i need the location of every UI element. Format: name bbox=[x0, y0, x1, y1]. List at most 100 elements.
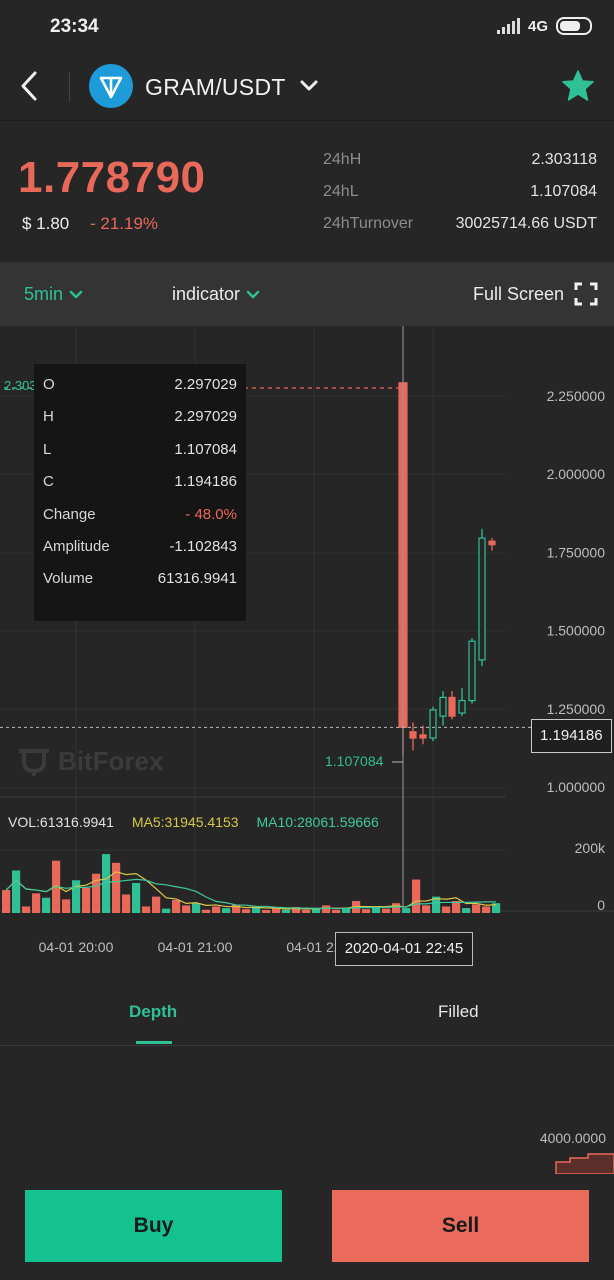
star-icon[interactable] bbox=[560, 68, 596, 104]
fullscreen-button[interactable]: Full Screen bbox=[473, 282, 598, 306]
indicator-select[interactable]: indicator bbox=[172, 284, 260, 305]
last-price: 1.778790 bbox=[18, 153, 206, 202]
status-bar: 23:34 4G bbox=[0, 0, 614, 54]
ticker-stats: 24hH 2.303118 24hL 1.107084 24hTurnover … bbox=[323, 151, 597, 247]
fullscreen-icon bbox=[574, 282, 598, 306]
volume-bar bbox=[422, 905, 431, 913]
price-tick-label: 1.750000 bbox=[547, 544, 606, 560]
volume-bar bbox=[2, 890, 11, 913]
usd-price: $ 1.80 bbox=[22, 214, 70, 233]
tooltip-value: 1.107084 bbox=[174, 440, 237, 458]
chevron-down-icon[interactable] bbox=[298, 76, 320, 96]
tab-filled[interactable]: Filled bbox=[438, 1002, 479, 1021]
chevron-down-icon bbox=[246, 290, 260, 298]
volume-bar bbox=[12, 870, 21, 913]
coin-logo bbox=[89, 64, 133, 108]
volume-bar bbox=[282, 909, 291, 913]
tooltip-value: 1.194186 bbox=[174, 473, 237, 491]
volume-bar bbox=[202, 909, 211, 913]
tooltip-label: Change bbox=[43, 505, 96, 523]
volume-bar bbox=[22, 906, 31, 913]
volume-bar bbox=[292, 907, 301, 913]
volume-bar bbox=[132, 883, 141, 913]
back-icon[interactable] bbox=[16, 68, 46, 104]
ma5-value: MA5:31945.4153 bbox=[131, 814, 239, 830]
stat-label: 24hTurnover bbox=[323, 215, 414, 232]
low-marker-label: 1.107084 bbox=[325, 753, 384, 769]
tooltip-value: - 48.0% bbox=[185, 505, 237, 523]
volume-bar bbox=[312, 908, 321, 913]
tooltip-row-open: O 2.297029 bbox=[43, 376, 237, 408]
price-tick-label: 2.000000 bbox=[547, 466, 606, 482]
volume-tick-label: 0 bbox=[597, 897, 605, 913]
ma10-value: MA10:28061.59666 bbox=[256, 814, 379, 830]
volume-bar bbox=[342, 907, 351, 913]
stat-row-turnover: 24hTurnover 30025714.66 USDT bbox=[323, 215, 597, 247]
crosshair-price-label: 1.194186 bbox=[531, 719, 612, 753]
volume-bar bbox=[262, 910, 271, 913]
tooltip-label: O bbox=[43, 376, 55, 393]
fullscreen-label: Full Screen bbox=[472, 283, 564, 304]
price-tick-label: 1.000000 bbox=[547, 779, 606, 795]
volume-bar bbox=[302, 910, 311, 913]
volume-bar bbox=[192, 903, 201, 913]
signal-icon bbox=[496, 18, 520, 34]
volume-bar bbox=[492, 903, 501, 913]
tooltip-label: C bbox=[43, 473, 54, 491]
sell-button[interactable]: Sell bbox=[332, 1190, 589, 1262]
tooltip-row-high: H 2.297029 bbox=[43, 408, 237, 440]
header: GRAM/USDT bbox=[0, 54, 614, 120]
tab-depth[interactable]: Depth bbox=[129, 1002, 178, 1021]
volume-bar bbox=[362, 909, 371, 913]
tooltip-label: Amplitude bbox=[43, 537, 110, 555]
buy-button[interactable]: Buy bbox=[25, 1190, 282, 1262]
volume-bar bbox=[242, 909, 251, 913]
volume-bar bbox=[42, 897, 51, 913]
ma5-line bbox=[5, 871, 497, 910]
pair-title[interactable]: GRAM/USDT bbox=[145, 74, 286, 100]
network-label: 4G bbox=[527, 17, 548, 35]
ton-icon bbox=[99, 76, 123, 99]
tooltip-value: 2.297029 bbox=[174, 376, 237, 393]
time-tick-label: 04-01 22 bbox=[286, 939, 341, 955]
volume-value: VOL:61316.9941 bbox=[8, 814, 114, 830]
candle-body bbox=[448, 696, 456, 717]
ohlc-tooltip: O 2.297029 H 2.297029 L 1.107084 C 1.194186 … bbox=[34, 364, 246, 621]
time-tick-label: 04-01 21:00 bbox=[158, 939, 233, 955]
stat-label: 24hL bbox=[323, 183, 359, 200]
volume-bar bbox=[112, 862, 121, 913]
status-icons: 4G bbox=[496, 17, 592, 35]
volume-bar bbox=[212, 906, 221, 913]
candle-body bbox=[458, 699, 466, 714]
candle-body bbox=[409, 731, 417, 739]
stat-row-high: 24hH 2.303118 bbox=[323, 151, 597, 183]
stat-value: 2.303118 bbox=[531, 151, 597, 168]
tooltip-value: 2.297029 bbox=[174, 408, 237, 426]
tab-active-indicator bbox=[136, 1041, 172, 1044]
watermark: BitForex bbox=[16, 746, 163, 777]
watermark-text: BitForex bbox=[58, 746, 164, 776]
volume-bar bbox=[412, 879, 421, 913]
volume-bar bbox=[222, 908, 231, 913]
ma10-line bbox=[5, 878, 497, 910]
price-panel: 1.778790 $ 1.80 - 21.19% 24hH 2.303118 2… bbox=[0, 120, 614, 262]
volume-bar bbox=[122, 894, 131, 913]
volume-bar bbox=[142, 906, 151, 913]
volume-bar bbox=[172, 899, 181, 913]
kline-chart[interactable]: 2.250000 2.000000 1.750000 1.500000 1.250000… bbox=[0, 326, 614, 976]
volume-bar bbox=[372, 906, 381, 913]
volume-bar bbox=[392, 903, 401, 913]
volume-tick-label: 200k bbox=[575, 840, 606, 856]
volume-bar bbox=[82, 887, 91, 913]
candle-body bbox=[488, 540, 496, 546]
status-time: 23:34 bbox=[50, 16, 99, 37]
bottom-tabs: Depth Filled bbox=[0, 976, 614, 1046]
time-tick-label: 04-01 20:00 bbox=[39, 939, 114, 955]
interval-select[interactable]: 5min bbox=[24, 284, 83, 305]
depth-max-amount: 4000.0000 bbox=[539, 1130, 606, 1146]
bitforex-logo-icon bbox=[19, 748, 49, 776]
indicator-label: indicator bbox=[172, 284, 241, 304]
stat-label: 24hH bbox=[323, 151, 362, 168]
volume-bar bbox=[152, 896, 161, 913]
volume-bar bbox=[72, 880, 81, 913]
